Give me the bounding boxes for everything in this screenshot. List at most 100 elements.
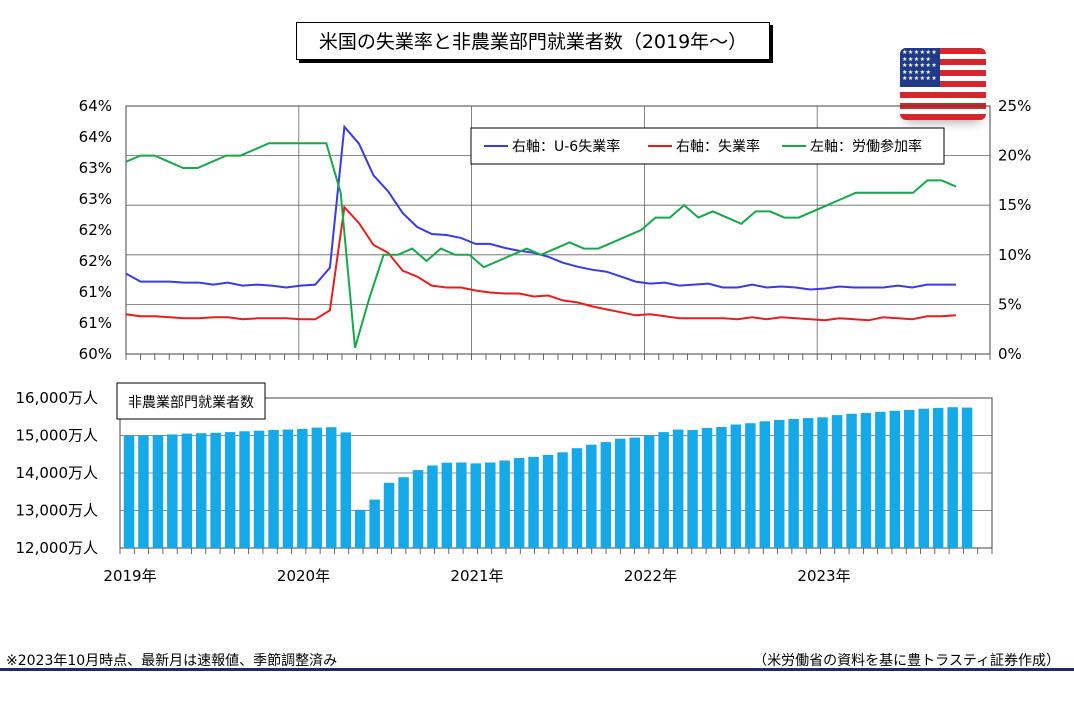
left-tick-label: 61% — [79, 283, 112, 301]
bar-y-tick-label: 16,000万人 — [16, 389, 99, 407]
payroll-bar — [600, 442, 612, 548]
payroll-bar — [658, 432, 669, 548]
payroll-bar — [152, 435, 164, 548]
top-chart-grid — [125, 105, 991, 360]
right-axis-ticks: 25% 20% 15% 10% 5% 0% — [998, 97, 1031, 363]
payroll-bar — [802, 418, 814, 548]
payroll-bar — [687, 430, 698, 548]
payroll-bar — [788, 419, 799, 548]
payroll-bar — [123, 435, 135, 548]
left-tick-label: 64% — [79, 128, 112, 146]
payroll-bar — [528, 456, 539, 548]
x-axis-year-label: 2023年 — [797, 567, 850, 585]
left-tick-label: 61% — [79, 314, 112, 332]
payroll-bar — [542, 455, 554, 548]
x-axis-labels: 2019年 2020年 2021年 2022年 2023年 — [103, 567, 850, 585]
payroll-bar — [918, 408, 929, 548]
payroll-bar — [889, 410, 901, 548]
payroll-bar — [224, 432, 236, 548]
unemployment-line-chart: 64% 64% 63% 63% 62% 62% 61% 61% 60% 25% 20% 15% 10%… — [79, 97, 1032, 363]
payroll-bar — [904, 410, 915, 548]
left-tick-label: 64% — [79, 97, 112, 115]
payroll-bar — [672, 429, 684, 548]
legend-unemployment-label: 右軸：失業率 — [676, 138, 760, 155]
payroll-bar-chart: 16,000万人 15,000万人 14,000万人 13,000万人 12,000万人… — [16, 382, 993, 585]
payroll-bar — [860, 413, 872, 548]
legend-u6-label: 右軸：U-6失業率 — [512, 138, 620, 155]
footnote: ※2023年10月時点、最新月は速報値、季節調整済み — [6, 653, 338, 669]
bar-y-tick-label: 12,000万人 — [16, 539, 99, 557]
right-tick-label: 0% — [998, 345, 1022, 363]
payroll-bar — [268, 429, 279, 548]
bar-chart-title: 非農業部門就業者数 — [128, 395, 254, 411]
payroll-bar — [311, 427, 323, 548]
payroll-bar — [701, 427, 713, 548]
legend-participation-label: 左軸：労働参加率 — [810, 138, 922, 155]
payroll-bar — [398, 477, 409, 548]
bar-y-tick-label: 13,000万人 — [16, 502, 99, 520]
participation-series-line — [125, 142, 957, 349]
payroll-bar — [817, 417, 828, 548]
bar-chart-title-box: 非農業部門就業者数 — [116, 382, 266, 420]
payroll-bar — [485, 462, 496, 548]
payroll-bar — [615, 438, 626, 548]
left-tick-label: 62% — [79, 221, 112, 239]
top-chart-series — [125, 124, 957, 349]
left-axis-ticks: 64% 64% 63% 63% 62% 62% 61% 61% 60% — [79, 97, 112, 363]
left-tick-label: 63% — [79, 190, 112, 208]
payroll-bar — [253, 430, 265, 548]
payroll-bar — [239, 431, 250, 548]
payroll-bar — [383, 482, 395, 548]
payroll-bar — [412, 470, 424, 548]
bar-chart-y-ticks: 16,000万人 15,000万人 14,000万人 13,000万人 12,000万人 — [16, 389, 99, 557]
x-axis-year-label: 2020年 — [277, 567, 330, 585]
payroll-bar — [846, 413, 857, 549]
payroll-bar — [470, 463, 481, 548]
payroll-bar — [831, 415, 843, 548]
bar-y-tick-label: 15,000万人 — [16, 427, 99, 445]
payroll-bar — [441, 462, 453, 548]
right-tick-label: 25% — [998, 97, 1031, 115]
payroll-bar — [513, 457, 525, 548]
payroll-bar — [369, 499, 380, 548]
payroll-bar — [210, 432, 221, 548]
footer-rule — [0, 668, 1074, 671]
payroll-bar — [499, 460, 510, 548]
left-tick-label: 62% — [79, 252, 112, 270]
payroll-bar — [571, 448, 583, 548]
payroll-bar — [774, 419, 785, 548]
payroll-bar — [167, 434, 178, 548]
payroll-bar — [427, 465, 438, 548]
right-tick-label: 20% — [998, 147, 1031, 165]
payroll-bar — [759, 421, 770, 549]
payroll-bar — [340, 432, 351, 548]
bar-y-tick-label: 14,000万人 — [16, 464, 99, 482]
payroll-bar — [196, 433, 207, 548]
right-tick-label: 15% — [998, 196, 1031, 214]
left-tick-label: 60% — [79, 345, 112, 363]
payroll-bar — [643, 435, 655, 548]
right-tick-label: 5% — [998, 295, 1022, 313]
payroll-bar — [961, 407, 973, 548]
unemployment-series-line — [125, 204, 957, 322]
payroll-bar — [138, 435, 149, 548]
payroll-bar — [181, 433, 193, 548]
payroll-bar — [354, 509, 366, 548]
payroll-bar — [456, 462, 467, 548]
payroll-bar — [326, 427, 337, 548]
source-note: （米労働省の資料を基に豊トラスティ証券作成） — [753, 653, 1060, 669]
payroll-bar — [875, 411, 886, 548]
x-axis-year-label: 2021年 — [450, 567, 503, 585]
payroll-bar — [282, 429, 294, 548]
payroll-bar — [629, 437, 640, 548]
payroll-bar — [745, 423, 756, 548]
payroll-bar — [297, 428, 308, 548]
chart-title: 米国の失業率と非農業部門就業者数（2019年～） — [296, 22, 770, 60]
bar-chart-bars — [123, 407, 973, 549]
payroll-bar — [730, 424, 742, 548]
right-tick-label: 10% — [998, 246, 1031, 264]
x-axis-year-label: 2019年 — [103, 567, 156, 585]
us-flag-icon: ★★★★★★ ★★★★★ ★★★★★★ ★★★★★ ★★★★★★ — [900, 48, 986, 120]
left-tick-label: 63% — [79, 159, 112, 177]
legend: 右軸：U-6失業率 右軸：失業率 左軸：労働参加率 — [470, 127, 945, 165]
